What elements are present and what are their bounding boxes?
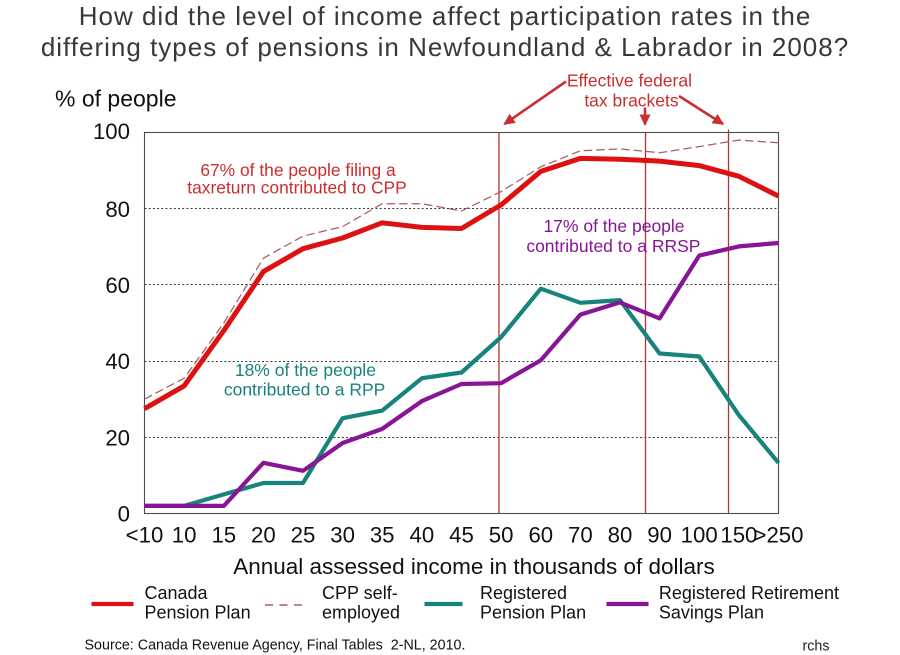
svg-text:Registered: Registered	[480, 583, 567, 603]
svg-text:100: 100	[681, 523, 718, 548]
svg-text:80: 80	[105, 197, 130, 222]
svg-text:<10: <10	[126, 523, 164, 548]
svg-text:% of people: % of people	[55, 86, 176, 112]
svg-text:contributed to a RRSP: contributed to a RRSP	[526, 236, 700, 256]
svg-text:15: 15	[211, 523, 236, 548]
svg-text:10: 10	[172, 523, 197, 548]
svg-text:taxreturn contributed to CPP: taxreturn contributed to CPP	[187, 178, 406, 198]
svg-text:employed: employed	[322, 603, 400, 623]
svg-text:Annual assessed income in thou: Annual assessed income in thousands of d…	[233, 554, 715, 579]
svg-text:45: 45	[449, 523, 474, 548]
svg-text:0: 0	[118, 502, 130, 527]
svg-text:17% of the people: 17% of the people	[543, 216, 684, 236]
svg-text:90: 90	[647, 523, 672, 548]
svg-text:20: 20	[105, 425, 130, 450]
svg-text:20: 20	[251, 523, 276, 548]
svg-text:Effective federal: Effective federal	[567, 71, 692, 91]
svg-text:contributed to a RPP: contributed to a RPP	[224, 379, 385, 399]
svg-text:rchs: rchs	[803, 639, 830, 655]
svg-text:80: 80	[608, 523, 633, 548]
svg-text:CPP self-: CPP self-	[322, 583, 398, 603]
svg-text:tax brackets: tax brackets	[584, 91, 679, 111]
svg-text:30: 30	[330, 523, 355, 548]
svg-text:25: 25	[291, 523, 316, 548]
svg-text:150: 150	[720, 523, 757, 548]
svg-text:>250: >250	[754, 523, 804, 548]
svg-text:Source: Canada Revenue Agency,: Source: Canada Revenue Agency, Final Tab…	[85, 638, 466, 654]
svg-text:40: 40	[105, 349, 130, 374]
svg-text:Pension Plan: Pension Plan	[480, 603, 586, 623]
svg-text:100: 100	[93, 119, 130, 144]
svg-text:Pension Plan: Pension Plan	[145, 603, 251, 623]
svg-text:50: 50	[489, 523, 514, 548]
svg-text:40: 40	[410, 523, 435, 548]
svg-text:60: 60	[105, 273, 130, 298]
svg-text:35: 35	[370, 523, 395, 548]
svg-text:60: 60	[528, 523, 553, 548]
svg-text:67% of the people filing a: 67% of the people filing a	[200, 160, 396, 180]
svg-text:Registered Retirement: Registered Retirement	[659, 583, 839, 603]
svg-text:18% of the people: 18% of the people	[235, 360, 376, 380]
svg-text:70: 70	[568, 523, 593, 548]
svg-text:Savings Plan: Savings Plan	[659, 603, 764, 623]
svg-text:Canada: Canada	[145, 583, 209, 603]
